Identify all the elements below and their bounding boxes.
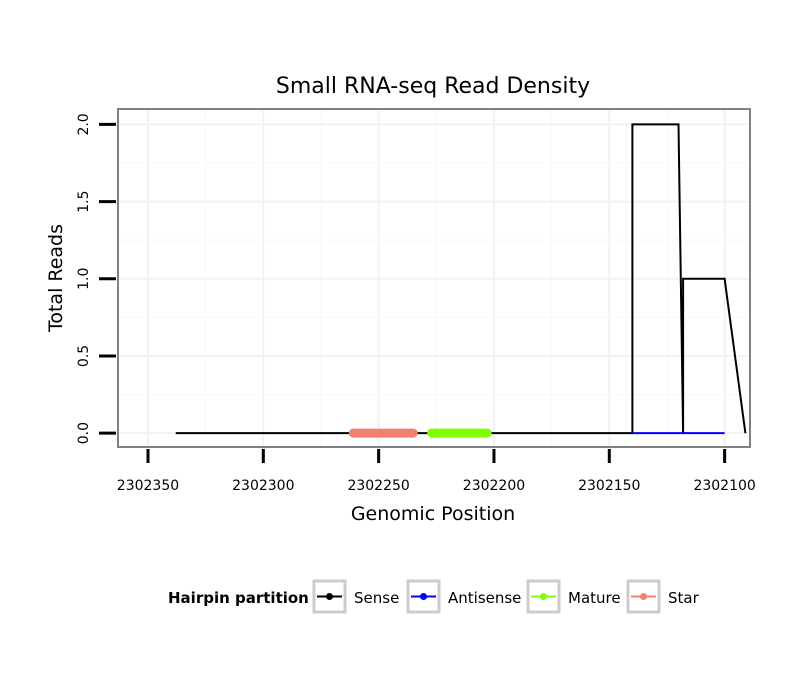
legend: Hairpin partition Sense Antisense Mature St… — [168, 579, 700, 614]
chart-title: Small RNA-seq Read Density — [276, 74, 590, 99]
y-tick-label: 1.0 — [76, 268, 92, 290]
series-line-sense — [175, 123, 747, 435]
plot-panel — [117, 108, 751, 448]
x-tick-label: 2302100 — [693, 478, 755, 494]
y-tick-label: 1.5 — [76, 190, 92, 212]
legend-label-antisense: Antisense — [448, 589, 521, 607]
legend-label-star: Star — [668, 589, 700, 607]
x-tick-label: 2302200 — [463, 478, 525, 494]
legend-key-point-sense — [326, 593, 333, 600]
x-tick-label: 2302300 — [232, 478, 294, 494]
panel-border — [117, 108, 751, 448]
legend-label-sense: Sense — [354, 589, 399, 607]
x-tick-label: 2302150 — [578, 478, 640, 494]
y-tick-label: 0.5 — [76, 345, 92, 367]
series-layer — [175, 123, 747, 438]
legend-title: Hairpin partition — [168, 589, 309, 607]
x-axis: 2302350 2302300 2302250 2302200 2302150 23021… — [117, 449, 756, 494]
legend-key-point-mature — [540, 593, 547, 600]
y-tick-label: 2.0 — [76, 113, 92, 135]
y-axis: 0.0 0.5 1.0 1.5 2.0 — [76, 113, 116, 444]
y-axis-title: Total Reads — [45, 224, 67, 333]
x-tick-label: 2302350 — [117, 478, 179, 494]
x-tick-label: 2302250 — [347, 478, 409, 494]
x-axis-title: Genomic Position — [351, 503, 515, 525]
legend-label-mature: Mature — [568, 589, 621, 607]
legend-key-point-antisense — [420, 593, 427, 600]
legend-key-point-star — [640, 593, 647, 600]
y-tick-label: 0.0 — [76, 422, 92, 444]
